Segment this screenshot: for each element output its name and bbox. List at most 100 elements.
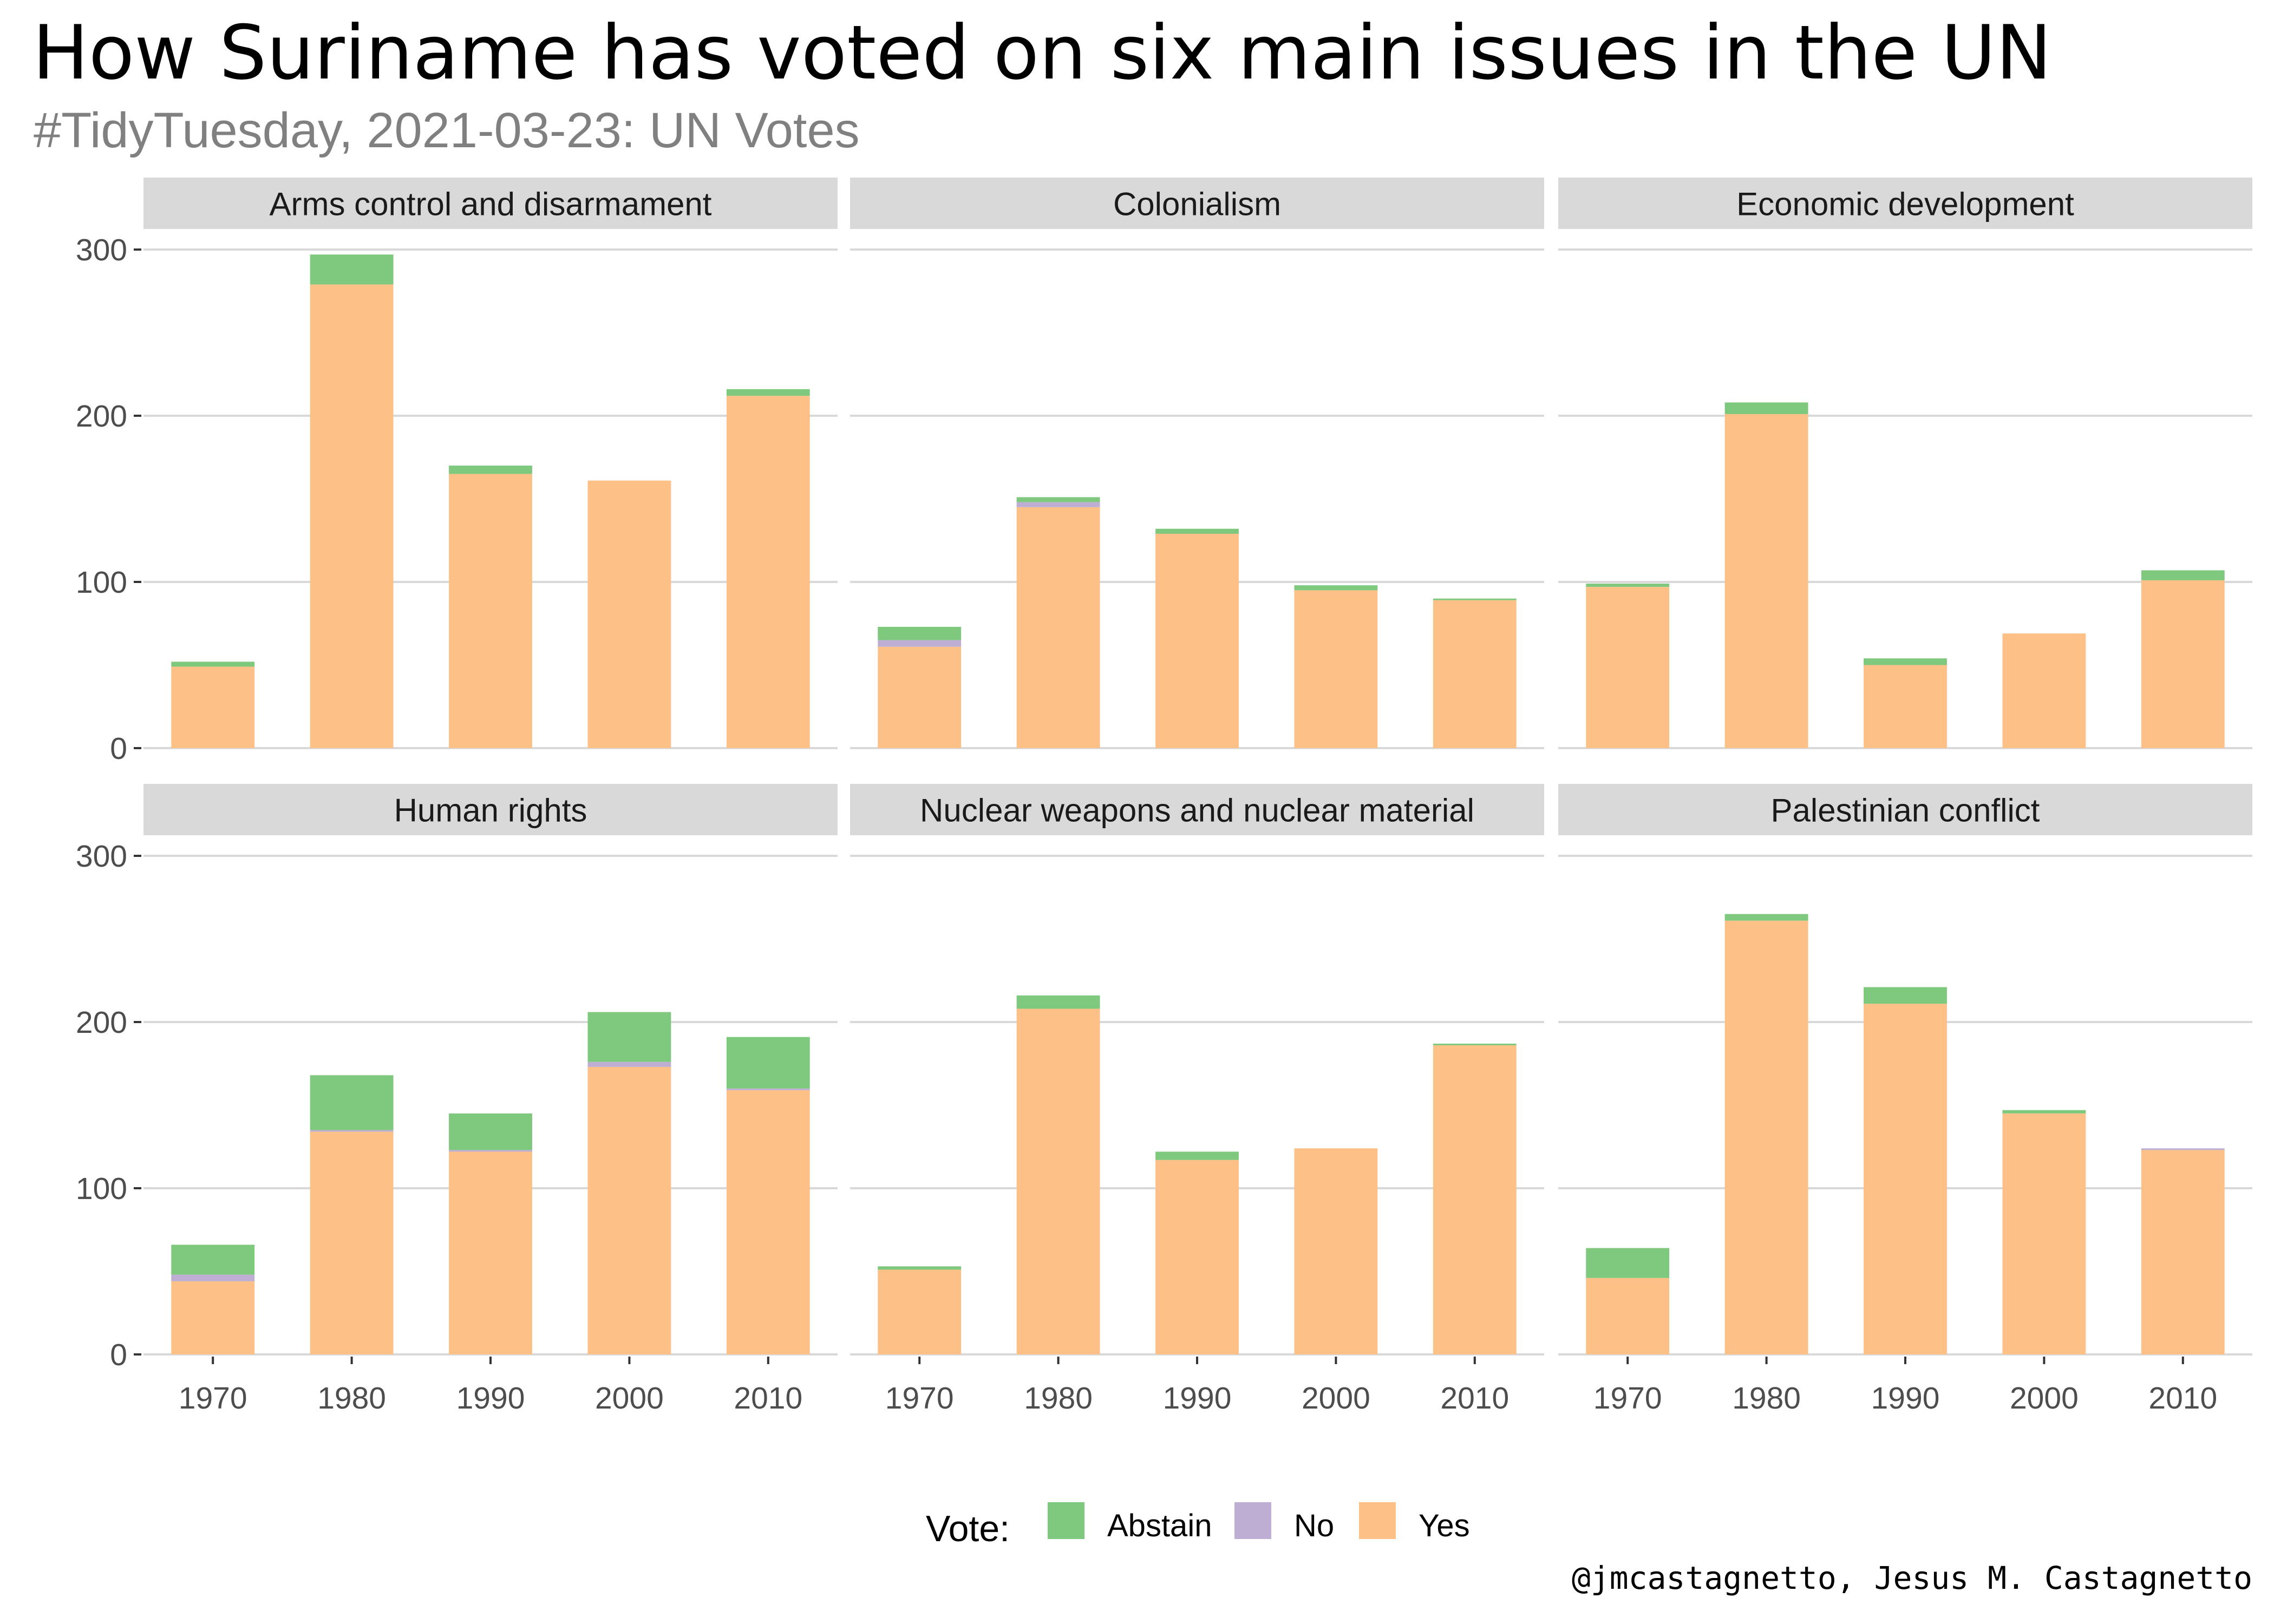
bar-abstain-2010 — [1433, 598, 1517, 600]
bar-yes-1980 — [1724, 920, 1808, 1354]
strip-label: Human rights — [394, 793, 587, 829]
bar-abstain-1980 — [1724, 402, 1808, 414]
strip-label: Arms control and disarmament — [270, 186, 712, 222]
bar-yes-1970 — [878, 1269, 962, 1354]
chart-subtitle: #TidyTuesday, 2021-03-23: UN Votes — [34, 103, 860, 158]
bar-abstain-1980 — [310, 254, 394, 285]
strip-bg — [850, 784, 1544, 835]
bar-abstain-1990 — [1155, 1151, 1239, 1160]
bar-abstain-1980 — [1016, 497, 1100, 502]
x-tick-label: 2010 — [2148, 1381, 2217, 1416]
legend-key-yes — [1359, 1502, 1396, 1539]
bar-abstain-1980 — [1724, 914, 1808, 921]
bar-yes-2000 — [2002, 1113, 2086, 1354]
facet-panels: Arms control and disarmament 0 100 200 300 Co… — [76, 178, 2252, 1416]
y-tick-label: 100 — [76, 565, 127, 600]
bar-yes-2000 — [1294, 1148, 1378, 1354]
bar-abstain-2010 — [1433, 1043, 1517, 1045]
bar-no-2010 — [726, 1088, 810, 1090]
bar-yes-2000 — [1294, 590, 1378, 748]
x-tick-label: 2010 — [1440, 1381, 1509, 1416]
y-tick-label: 300 — [76, 233, 127, 267]
bar-yes-1990 — [449, 474, 532, 748]
bar-abstain-1990 — [1864, 987, 1947, 1004]
panel-human-rights: Human rights 0 100 200 300 1970 1980 1990 2000 20… — [76, 784, 838, 1416]
y-tick-label: 200 — [76, 399, 127, 434]
bar-no-1980 — [1016, 502, 1100, 507]
x-tick-label: 1970 — [885, 1381, 954, 1416]
bar-yes-1990 — [1155, 1160, 1239, 1354]
strip-label: Economic development — [1736, 186, 2074, 222]
x-tick-label: 2010 — [734, 1381, 802, 1416]
y-tick-label: 100 — [76, 1171, 127, 1206]
bar-no-1970 — [878, 640, 962, 647]
chart-caption: @jmcastagnetto, Jesus M. Castagnetto — [1572, 1560, 2252, 1596]
panel-nuclear-weapons-and-nuclear-material: Nuclear weapons and nuclear material 1970… — [850, 784, 1544, 1416]
chart-title: How Suriname has voted on six main issue… — [32, 9, 2051, 96]
bar-no-1990 — [449, 1150, 532, 1152]
x-tick-label: 1990 — [456, 1381, 525, 1416]
bar-yes-1970 — [171, 666, 255, 748]
bar-yes-1990 — [449, 1151, 532, 1354]
bar-abstain-1970 — [878, 626, 962, 640]
legend-label-abstain: Abstain — [1107, 1508, 1212, 1543]
bar-abstain-1990 — [449, 1113, 532, 1150]
strip-bg — [143, 784, 838, 835]
bar-yes-1970 — [1586, 1278, 1670, 1354]
bar-no-1980 — [310, 1130, 394, 1132]
y-tick-label: 300 — [76, 839, 127, 874]
x-tick-label: 1970 — [1593, 1381, 1662, 1416]
bar-yes-1980 — [310, 284, 394, 748]
bar-yes-2010 — [1433, 1045, 1517, 1354]
bar-abstain-2000 — [1294, 585, 1378, 591]
x-tick-label: 1990 — [1163, 1381, 1232, 1416]
bar-yes-2000 — [587, 480, 671, 748]
bar-yes-1970 — [1586, 587, 1670, 748]
bar-abstain-1970 — [171, 662, 255, 667]
x-tick-label: 2000 — [2010, 1381, 2079, 1416]
bar-yes-1980 — [1724, 414, 1808, 748]
bar-yes-2010 — [2141, 580, 2225, 748]
bar-yes-2000 — [587, 1066, 671, 1354]
x-tick-label: 1980 — [317, 1381, 386, 1416]
strip-bg — [143, 178, 838, 229]
x-tick-label: 1980 — [1732, 1381, 1801, 1416]
legend-label-no: No — [1294, 1508, 1334, 1543]
strip-label: Colonialism — [1113, 186, 1281, 222]
bar-yes-2000 — [2002, 633, 2086, 748]
bar-no-2010 — [2141, 1148, 2225, 1150]
panel-arms-control-and-disarmament: Arms control and disarmament 0 100 200 300 — [76, 178, 838, 766]
bar-yes-1970 — [171, 1281, 255, 1354]
panel-economic-development: Economic development — [1558, 178, 2252, 749]
bar-abstain-1980 — [1016, 995, 1100, 1009]
bar-yes-1980 — [1016, 507, 1100, 748]
bar-yes-2010 — [1433, 600, 1517, 748]
bar-abstain-2010 — [726, 1037, 810, 1089]
bar-abstain-1990 — [449, 466, 532, 474]
y-tick-label: 0 — [110, 1338, 127, 1372]
bar-no-2000 — [587, 1062, 671, 1067]
bar-abstain-1990 — [1155, 528, 1239, 534]
x-tick-label: 1970 — [179, 1381, 247, 1416]
bar-abstain-2010 — [2141, 570, 2225, 580]
legend-key-no — [1234, 1502, 1271, 1539]
strip-bg — [1558, 178, 2252, 229]
bar-yes-1990 — [1864, 665, 1947, 748]
strip-bg — [1558, 784, 2252, 835]
bar-abstain-1970 — [1586, 1248, 1670, 1278]
bar-yes-2010 — [726, 396, 810, 748]
bar-yes-2010 — [726, 1090, 810, 1354]
bar-abstain-2000 — [587, 1012, 671, 1062]
x-tick-label: 1980 — [1024, 1381, 1093, 1416]
y-tick-label: 0 — [110, 731, 127, 766]
strip-label: Palestinian conflict — [1771, 793, 2040, 829]
bar-yes-1980 — [310, 1131, 394, 1354]
legend: Vote: Abstain No Yes — [926, 1502, 1470, 1549]
panel-colonialism: Colonialism — [850, 178, 1544, 749]
bar-yes-1970 — [878, 646, 962, 748]
bar-abstain-1970 — [171, 1245, 255, 1275]
y-tick-label: 200 — [76, 1005, 127, 1040]
bar-yes-1990 — [1864, 1004, 1947, 1354]
legend-title: Vote: — [926, 1508, 1010, 1549]
